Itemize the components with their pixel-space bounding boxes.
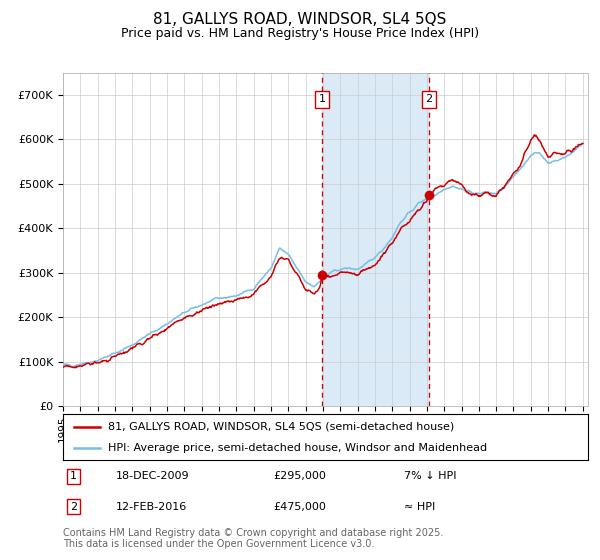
- Text: 81, GALLYS ROAD, WINDSOR, SL4 5QS (semi-detached house): 81, GALLYS ROAD, WINDSOR, SL4 5QS (semi-…: [107, 422, 454, 432]
- Text: 18-DEC-2009: 18-DEC-2009: [115, 472, 189, 482]
- Text: 1: 1: [319, 95, 326, 105]
- Text: £475,000: £475,000: [273, 502, 326, 512]
- Text: £295,000: £295,000: [273, 472, 326, 482]
- Text: 1: 1: [70, 472, 77, 482]
- Text: 2: 2: [70, 502, 77, 512]
- Bar: [322, 73, 429, 406]
- Text: 2: 2: [425, 95, 433, 105]
- Text: Price paid vs. HM Land Registry's House Price Index (HPI): Price paid vs. HM Land Registry's House …: [121, 27, 479, 40]
- Text: ≈ HPI: ≈ HPI: [404, 502, 436, 512]
- Text: 7% ↓ HPI: 7% ↓ HPI: [404, 472, 457, 482]
- Text: HPI: Average price, semi-detached house, Windsor and Maidenhead: HPI: Average price, semi-detached house,…: [107, 443, 487, 453]
- Text: Contains HM Land Registry data © Crown copyright and database right 2025.
This d: Contains HM Land Registry data © Crown c…: [63, 528, 443, 549]
- Text: 12-FEB-2016: 12-FEB-2016: [115, 502, 187, 512]
- Text: 81, GALLYS ROAD, WINDSOR, SL4 5QS: 81, GALLYS ROAD, WINDSOR, SL4 5QS: [154, 12, 446, 27]
